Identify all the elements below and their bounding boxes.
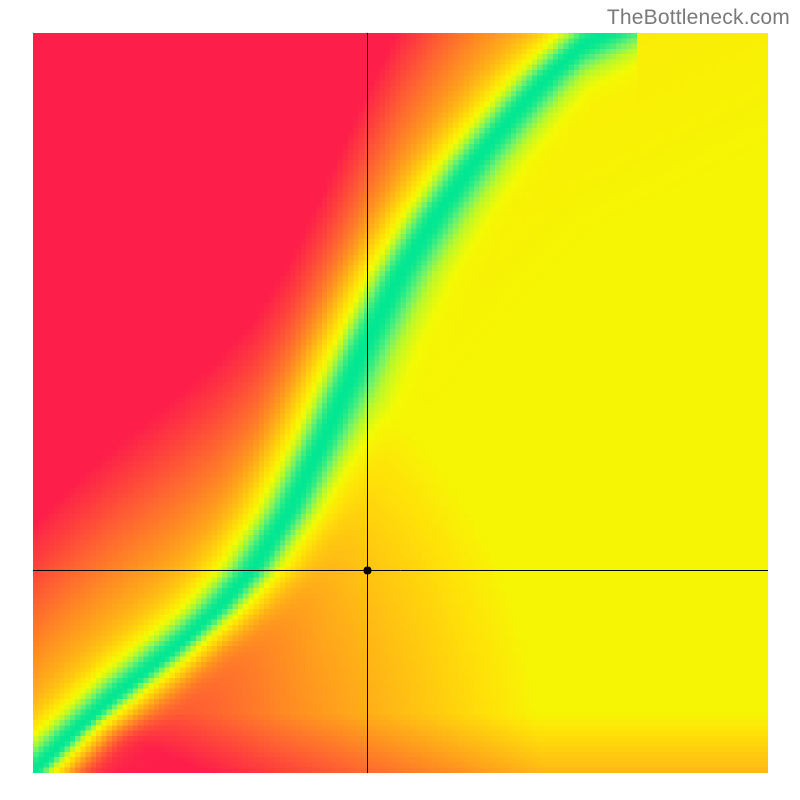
page-watermark: TheBottleneck.com — [607, 6, 790, 30]
heatmap-plot — [33, 33, 768, 773]
crosshair-overlay — [33, 33, 768, 773]
